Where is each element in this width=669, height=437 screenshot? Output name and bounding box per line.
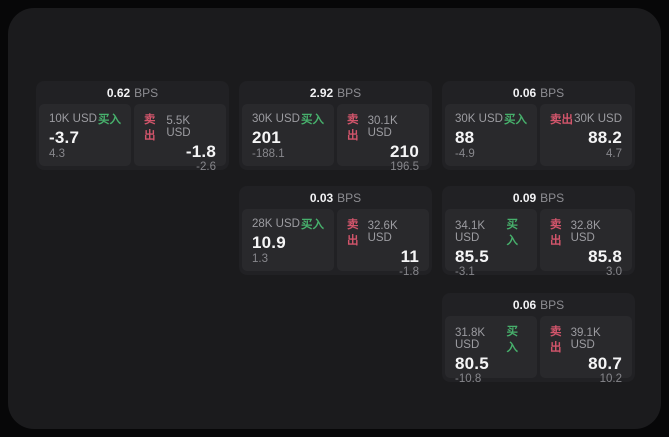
sell-delta: 4.7: [606, 148, 622, 160]
buy-tag: 买入: [506, 219, 518, 247]
bps-unit-label: BPS: [134, 86, 159, 100]
buy-tag: 买入: [98, 114, 121, 126]
quote-card: 0.62 BPS 10K USD 买入 -3.7 4.3 卖出 5.5K USD…: [36, 81, 229, 173]
buy-panel[interactable]: 31.8K USD 买入 80.5 -10.8: [445, 316, 537, 385]
quote-card: 0.09 BPS 34.1K USD 买入 85.5 -3.1 卖出 32.8K…: [442, 186, 635, 278]
quote-card: 0.06 BPS 30K USD 买入 88 -4.9 卖出 30K USD 8…: [442, 81, 635, 170]
bps-header: 0.06 BPS: [442, 295, 635, 316]
sell-panel[interactable]: 卖出 30K USD 88.2 4.7: [540, 104, 632, 166]
sell-price: 80.7: [588, 354, 622, 373]
bps-header: 2.92 BPS: [239, 83, 432, 104]
sell-tag: 卖出: [550, 114, 573, 126]
sell-price: -1.8: [185, 142, 216, 161]
sell-panel[interactable]: 卖出 32.8K USD 85.8 3.0: [540, 209, 632, 278]
buy-panel[interactable]: 10K USD 买入 -3.7 4.3: [39, 104, 131, 166]
bps-header: 0.06 BPS: [442, 83, 635, 104]
quote-card: 2.92 BPS 30K USD 买入 201 -188.1 卖出 30.1K …: [239, 81, 432, 173]
bps-value: 2.92: [309, 86, 334, 100]
buy-amount: 34.1K USD: [455, 220, 486, 244]
sell-amount: 30.1K USD: [367, 115, 398, 139]
bps-unit-label: BPS: [540, 298, 565, 312]
buy-price: -3.7: [49, 127, 80, 147]
sell-amount: 5.5K USD: [166, 115, 191, 139]
buy-tag: 买入: [504, 114, 527, 126]
sell-panel[interactable]: 卖出 39.1K USD 80.7 10.2: [540, 316, 632, 385]
sell-amount: 39.1K USD: [570, 327, 601, 351]
bps-unit-label: BPS: [337, 191, 362, 205]
buy-amount: 30K USD: [455, 113, 503, 125]
sell-delta: 3.0: [606, 266, 622, 278]
buy-delta: -188.1: [252, 148, 285, 160]
sell-price: 88.2: [588, 127, 622, 147]
quote-card: 0.06 BPS 31.8K USD 买入 80.5 -10.8 卖出 39.1…: [442, 293, 635, 385]
buy-delta: 4.3: [49, 148, 65, 160]
buy-delta: 1.3: [252, 253, 268, 265]
sell-price: 11: [400, 247, 419, 266]
quote-card: 0.03 BPS 28K USD 买入 10.9 1.3 卖出 32.6K US…: [239, 186, 432, 278]
buy-panel[interactable]: 34.1K USD 买入 85.5 -3.1: [445, 209, 537, 278]
sell-tag: 卖出: [347, 114, 359, 142]
buy-delta: -3.1: [455, 266, 475, 278]
bps-value: 0.09: [512, 191, 537, 205]
bps-unit-label: BPS: [337, 86, 362, 100]
buy-panel[interactable]: 30K USD 买入 88 -4.9: [445, 104, 537, 166]
buy-amount: 10K USD: [49, 113, 97, 125]
buy-tag: 买入: [301, 114, 324, 126]
sell-panel[interactable]: 卖出 5.5K USD -1.8 -2.6: [134, 104, 226, 173]
buy-amount: 30K USD: [252, 113, 300, 125]
bps-value: 0.06: [512, 298, 537, 312]
bps-header: 0.03 BPS: [239, 188, 432, 209]
buy-tag: 买入: [301, 219, 324, 231]
buy-delta: -4.9: [455, 148, 475, 160]
buy-price: 80.5: [455, 354, 489, 373]
buy-delta: -10.8: [455, 373, 482, 385]
bps-value: 0.62: [106, 86, 131, 100]
sell-price: 210: [390, 142, 419, 161]
sell-amount: 32.8K USD: [570, 220, 601, 244]
sell-tag: 卖出: [550, 326, 562, 354]
buy-price: 10.9: [252, 232, 286, 252]
buy-panel[interactable]: 30K USD 买入 201 -188.1: [242, 104, 334, 166]
bps-header: 0.09 BPS: [442, 188, 635, 209]
sell-delta: 10.2: [599, 373, 622, 385]
sell-tag: 卖出: [347, 219, 359, 247]
sell-tag: 卖出: [550, 219, 562, 247]
buy-tag: 买入: [506, 326, 518, 354]
bps-header: 0.62 BPS: [36, 83, 229, 104]
buy-price: 85.5: [455, 247, 489, 266]
sell-panel[interactable]: 卖出 32.6K USD 11 -1.8: [337, 209, 429, 278]
buy-amount: 28K USD: [252, 218, 300, 230]
bps-value: 0.03: [309, 191, 334, 205]
sell-delta: 196.5: [390, 161, 419, 173]
buy-panel[interactable]: 28K USD 买入 10.9 1.3: [242, 209, 334, 271]
buy-price: 88: [455, 127, 475, 147]
sell-price: 85.8: [588, 247, 622, 266]
main-panel: 0.62 BPS 10K USD 买入 -3.7 4.3 卖出 5.5K USD…: [8, 8, 661, 429]
bps-value: 0.06: [512, 86, 537, 100]
bps-unit-label: BPS: [540, 86, 565, 100]
sell-delta: -1.8: [399, 266, 419, 278]
buy-amount: 31.8K USD: [455, 327, 486, 351]
sell-panel[interactable]: 卖出 30.1K USD 210 196.5: [337, 104, 429, 173]
sell-amount: 30K USD: [574, 113, 622, 125]
sell-amount: 32.6K USD: [367, 220, 398, 244]
sell-delta: -2.6: [196, 161, 216, 173]
bps-unit-label: BPS: [540, 191, 565, 205]
sell-tag: 卖出: [144, 114, 156, 142]
buy-price: 201: [252, 127, 281, 147]
